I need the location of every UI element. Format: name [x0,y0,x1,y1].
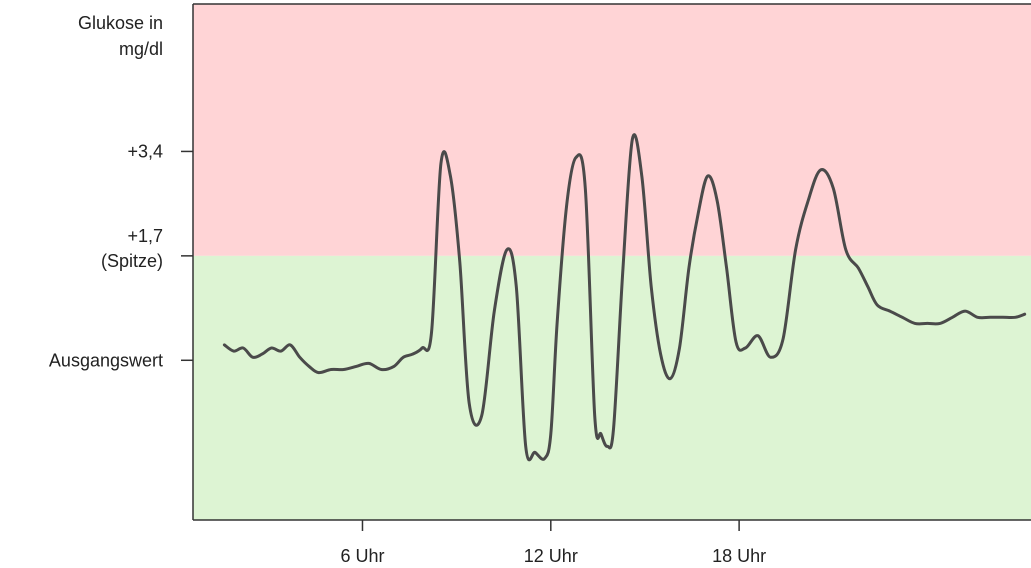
normal-zone [193,255,1031,520]
y-tick-label-line: (Spitze) [101,251,163,271]
axis-group [181,3,1031,531]
elevated-zone [193,4,1031,256]
y-axis-label-line: mg/dl [119,39,163,59]
y-tick-label: +1,7 (Spitze) [101,226,163,271]
zone-group [193,4,1031,520]
y-axis-label-line: Glukose in [78,13,163,33]
x-tick-label: 12 Uhr [524,546,578,566]
x-tick-label: 6 Uhr [340,546,384,566]
y-tick-label: +3,4 [127,141,163,161]
y-tick-label-line: +1,7 [127,226,163,246]
x-tick-label: 18 Uhr [712,546,766,566]
series-group [222,133,1027,462]
y-axis-label: Glukose in mg/dl [78,13,163,59]
y-tick-label: Ausgangswert [49,350,163,370]
label-group: Glukose in mg/dl +3,4 +1,7 (Spitze) Ausgangsw… [49,13,766,566]
glucose-series-line [222,133,1027,462]
